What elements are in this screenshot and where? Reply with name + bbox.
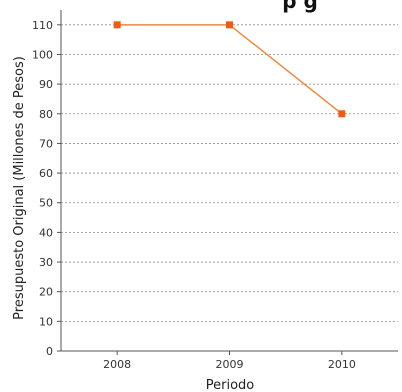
data-point-2009[interactable] [226, 21, 233, 29]
y-tick-label: 10 [39, 315, 53, 328]
x-tick-labels: 2008 2009 2010 [103, 358, 356, 371]
y-tick-label: 70 [39, 137, 53, 150]
axes [57, 10, 398, 355]
series-line [117, 24, 343, 115]
gridlines [61, 24, 398, 322]
x-tick-label: 2009 [216, 358, 244, 371]
y-tick-label: 90 [39, 78, 53, 91]
y-tick-label: 20 [39, 286, 53, 299]
y-tick-label: 80 [39, 108, 53, 121]
data-point-2010[interactable] [338, 110, 346, 118]
y-tick-label: 60 [39, 167, 53, 180]
x-axis-title: Periodo [206, 378, 255, 392]
y-axis-title: Presupuesto Original (Millones de Pesos) [12, 56, 27, 320]
x-tick-label: 2008 [103, 358, 131, 371]
y-tick-label: 40 [39, 226, 53, 239]
y-tick-label: 110 [32, 19, 53, 32]
chart-title: p g [282, 0, 318, 13]
series [113, 21, 346, 118]
data-point-2008[interactable] [113, 21, 121, 29]
y-tick-label: 50 [39, 197, 53, 210]
y-tick-label: 30 [39, 256, 53, 269]
y-tick-label: 0 [46, 345, 53, 358]
y-tick-labels: 0 10 20 30 40 50 60 70 80 90 100 110 [32, 19, 53, 358]
x-tick-label: 2010 [328, 358, 356, 371]
y-tick-label: 100 [32, 48, 53, 61]
